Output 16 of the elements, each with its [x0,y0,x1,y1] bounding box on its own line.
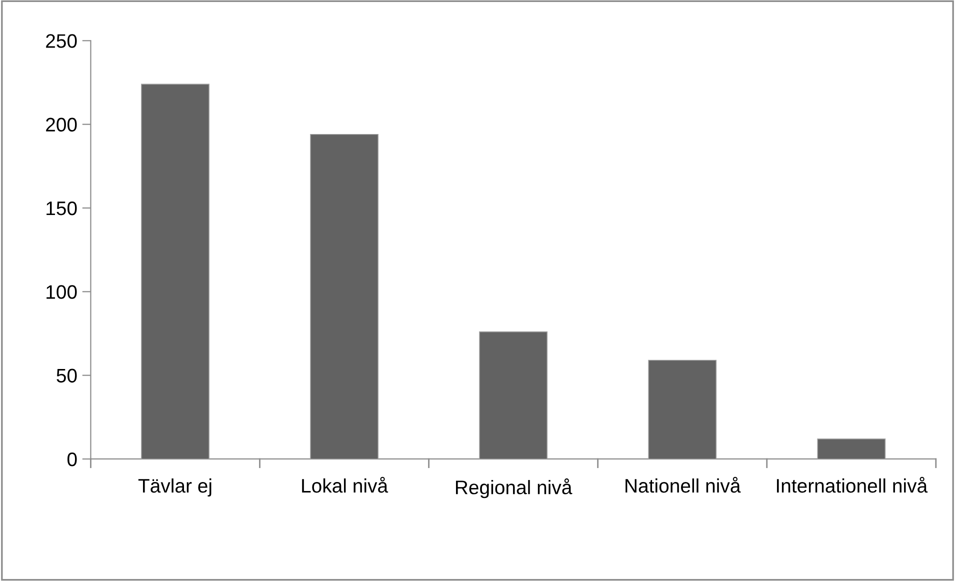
x-tick-label: Tävlar ej [138,478,212,497]
y-tick-label: 200 [46,118,77,132]
x-tick-label: Lokal nivå [302,476,388,493]
y-tick-label: 0 [67,452,77,466]
x-tick-label: Nationell nivå [626,476,741,493]
x-tick-label: Regional nivå [456,478,572,498]
y-tick-label: 100 [46,285,77,299]
bar [310,134,379,459]
y-tick-label: 150 [46,201,77,216]
bar [648,360,717,459]
y-tick-label: 250 [46,34,77,48]
y-tick-label: 50 [56,368,77,383]
bar [817,438,886,459]
bar [479,331,548,459]
bar [141,84,210,459]
x-tick-label: Internationell nivå [776,476,928,493]
